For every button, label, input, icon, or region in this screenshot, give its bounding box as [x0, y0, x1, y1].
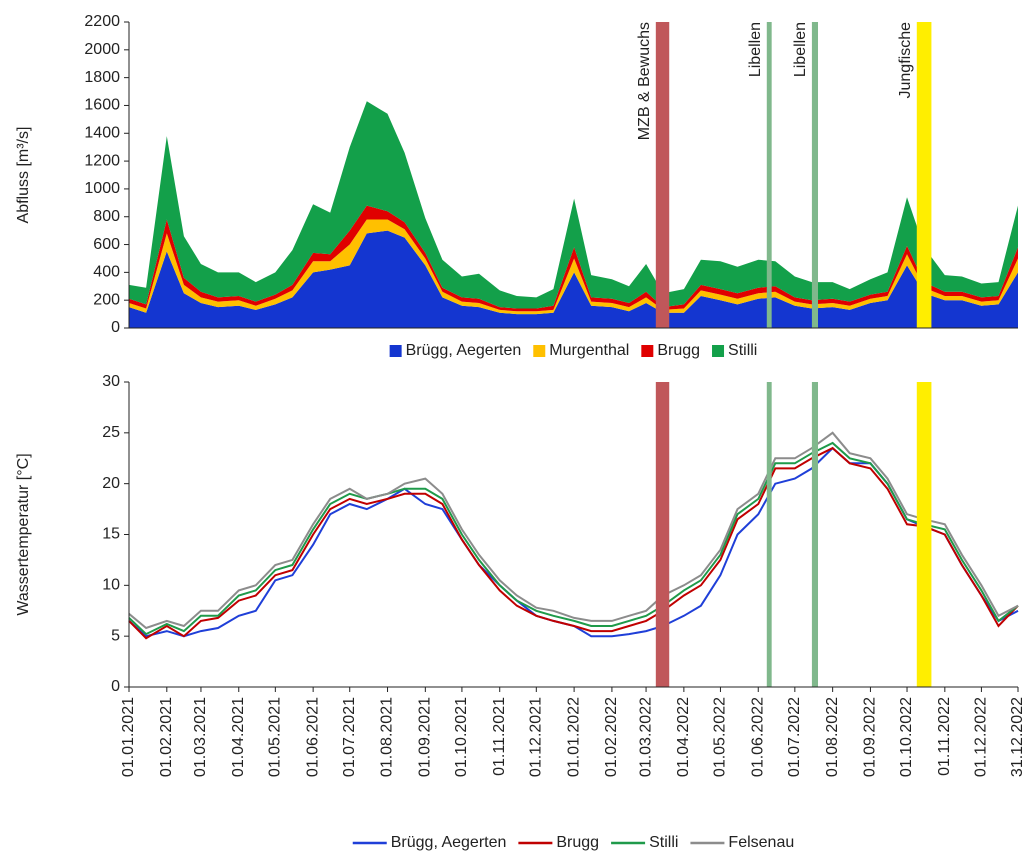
y-tick-label: 400 — [93, 264, 120, 281]
x-tick-label: 01.11.2022 — [936, 697, 953, 776]
legend-label: Brügg, Aegerten — [406, 342, 522, 359]
legend-label: Brugg — [556, 834, 599, 851]
area — [129, 101, 1018, 309]
x-tick-label: 01.07.2021 — [341, 697, 358, 777]
y-tick-label: 1200 — [84, 152, 120, 169]
x-tick-label: 01.02.2021 — [158, 697, 175, 777]
plot-1: Wassertemperatur [°C] 0 5 10 15 20 25 30 01.01.2… — [15, 373, 1026, 851]
x-tick-label: 01.10.2021 — [453, 697, 470, 777]
legend: Brügg, Aegerten Murgenthal Brugg Stilli — [389, 342, 757, 359]
legend-swatch — [712, 345, 725, 357]
x-tick-label: 01.02.2022 — [603, 697, 620, 777]
legend-label: Brugg — [657, 342, 700, 359]
plot-0: Abfluss [m³/s] 0 200 400 600 800 1000 1200 1400 1… — [15, 13, 1018, 359]
period-band — [811, 22, 819, 328]
period-band — [655, 22, 670, 328]
y-tick-label: 1800 — [84, 69, 120, 86]
line — [128, 431, 1019, 630]
area — [129, 230, 1018, 328]
y-tick-label: 600 — [93, 236, 120, 253]
y-tick-label: 25 — [102, 424, 120, 441]
period-label: Libellen — [747, 22, 764, 77]
x-tick-label: 01.11.2021 — [491, 697, 508, 776]
y-tick-label: 1000 — [84, 180, 120, 197]
y-tick-label: 2000 — [84, 41, 120, 58]
y-tick-label: 0 — [111, 678, 120, 695]
x-tick-label: 01.03.2022 — [637, 697, 654, 777]
x-tick-label: 01.12.2021 — [528, 697, 545, 777]
x-tick-label: 01.01.2022 — [565, 697, 582, 777]
x-tick-label: 01.10.2022 — [898, 697, 915, 777]
x-tick-label: 01.07.2022 — [786, 697, 803, 777]
legend-label: Stilli — [728, 342, 757, 359]
y-tick-label: 1600 — [84, 97, 120, 114]
y-tick-label: 5 — [111, 627, 120, 644]
area — [129, 205, 1018, 312]
period-band — [916, 22, 932, 328]
y-axis-label: Abfluss [m³/s] — [15, 127, 32, 224]
x-tick-label: 01.08.2022 — [824, 697, 841, 777]
x-tick-label: 01.05.2022 — [712, 697, 729, 777]
x-tick-label: 01.03.2021 — [192, 697, 209, 777]
y-tick-label: 800 — [93, 208, 120, 225]
x-tick-label: 01.04.2022 — [675, 697, 692, 777]
y-tick-label: 1400 — [84, 124, 120, 141]
period-label: Jungfische — [897, 22, 914, 99]
y-tick-label: 20 — [102, 475, 120, 492]
y-tick-label: 30 — [102, 373, 120, 390]
period-label: MZB & Bewuchs — [636, 22, 653, 140]
period-band — [766, 382, 772, 687]
line — [128, 441, 1019, 636]
x-tick-label: 01.12.2022 — [973, 697, 990, 777]
x-tick-label: 01.09.2021 — [417, 697, 434, 777]
area — [129, 219, 1018, 315]
period-band — [916, 382, 932, 687]
x-tick-label: 01.06.2021 — [304, 697, 321, 777]
x-tick-label: 31.12.2022 — [1009, 697, 1026, 777]
legend-swatch — [641, 345, 654, 357]
x-tick-label: 01.05.2021 — [267, 697, 284, 777]
x-tick-label: 01.06.2022 — [749, 697, 766, 777]
x-tick-label: 01.04.2021 — [230, 697, 247, 777]
x-tick-label: 01.09.2022 — [862, 697, 879, 777]
period-label: Libellen — [792, 22, 809, 77]
line — [128, 446, 1019, 640]
period-band — [655, 382, 670, 687]
legend-label: Felsenau — [728, 834, 794, 851]
y-tick-label: 15 — [102, 526, 120, 543]
y-tick-label: 2200 — [84, 13, 120, 30]
legend: Brügg, Aegerten Brugg Stilli Felsenau — [352, 834, 794, 851]
x-tick-label: 01.08.2021 — [379, 697, 396, 777]
y-tick-label: 200 — [93, 291, 120, 308]
period-band — [811, 382, 819, 687]
period-band — [766, 22, 772, 328]
y-axis-label: Wassertemperatur [°C] — [15, 453, 32, 615]
legend-label: Brügg, Aegerten — [391, 834, 507, 851]
legend-swatch — [389, 345, 402, 357]
y-tick-label: 0 — [111, 319, 120, 336]
legend-label: Stilli — [649, 834, 678, 851]
legend-label: Murgenthal — [549, 342, 629, 359]
legend-swatch — [533, 345, 546, 357]
y-tick-label: 10 — [102, 577, 120, 594]
x-tick-label: 01.01.2021 — [120, 697, 137, 777]
